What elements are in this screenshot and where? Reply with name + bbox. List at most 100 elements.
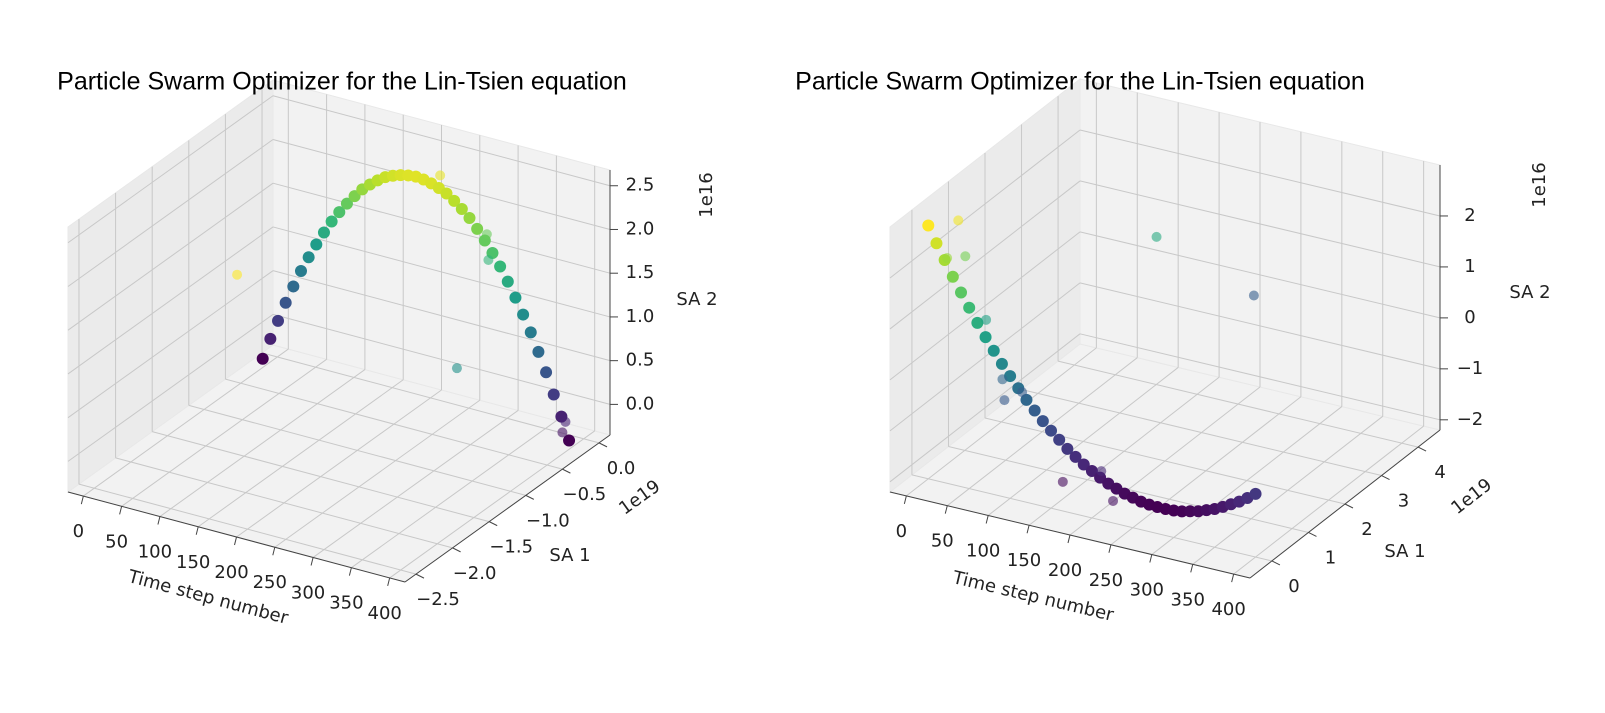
x-tick-label: 400 — [1211, 599, 1245, 620]
grid-line — [67, 313, 274, 462]
grid-line — [272, 95, 611, 187]
y-tick — [488, 521, 498, 527]
y-tick-label: 0.0 — [607, 458, 636, 479]
curve-point — [524, 326, 537, 339]
grid-line — [159, 369, 366, 517]
y-axis-line — [404, 434, 611, 583]
z-tick-label: 2 — [1464, 205, 1475, 226]
grid-line — [351, 420, 557, 569]
grid-line — [272, 226, 611, 318]
x-tick-label: 0 — [73, 521, 84, 542]
y-tick-label: −2.0 — [453, 563, 497, 584]
particle — [435, 170, 446, 181]
x-tick — [944, 505, 948, 514]
grid-line — [1079, 333, 1441, 421]
curve-point — [930, 237, 943, 250]
particle — [1096, 466, 1107, 477]
grid-line — [67, 270, 274, 419]
y-offset-text: 1e19 — [1447, 474, 1496, 518]
x-tick — [1190, 564, 1194, 573]
z-tick-label: −1 — [1457, 358, 1484, 379]
x-tick — [195, 526, 199, 535]
particle — [1057, 476, 1068, 487]
y-tick — [1308, 532, 1317, 537]
x-tick-label: 350 — [1171, 589, 1205, 610]
curve-point — [963, 301, 976, 314]
curve-point — [922, 219, 935, 232]
x-tick — [272, 547, 276, 556]
z-tick-label: 1.5 — [626, 262, 655, 283]
curve-point — [987, 344, 1000, 357]
y-offset-text: 1e19 — [615, 476, 664, 520]
grid-line — [197, 379, 404, 528]
y-axis-label: SA 1 — [1384, 541, 1425, 562]
x-tick-label: 50 — [931, 531, 954, 552]
y-tick-label: −0.5 — [563, 484, 607, 505]
grid-line — [889, 282, 1081, 432]
y-tick-label: 1 — [1325, 547, 1336, 568]
grid-line — [261, 352, 600, 444]
curve-point — [302, 251, 315, 264]
grid-line — [115, 457, 453, 549]
x-tick-label: 400 — [368, 603, 402, 624]
z-tick-label: 0.0 — [626, 393, 655, 414]
x-tick-label: 250 — [1089, 570, 1123, 591]
x-tick — [1231, 573, 1235, 583]
y-tick-label: −1.0 — [526, 510, 570, 531]
grid-line — [889, 129, 1081, 279]
curve-point — [463, 212, 476, 225]
x-tick — [1067, 534, 1071, 544]
particle — [997, 374, 1008, 385]
y-tick — [452, 547, 461, 553]
z-tick-label: 2.0 — [626, 218, 655, 239]
y-tick — [525, 494, 535, 500]
grid-line — [67, 95, 274, 244]
curve-point — [310, 238, 323, 251]
grid-line — [889, 231, 1081, 381]
grid-line — [67, 182, 274, 331]
particle — [483, 255, 494, 266]
x-tick — [310, 557, 314, 566]
curve-point — [1069, 450, 1082, 463]
curve-point — [1028, 404, 1041, 417]
grid-line — [911, 474, 1273, 562]
curve-point — [317, 226, 330, 239]
y-axis-label: SA 1 — [549, 545, 590, 566]
z-tick-label: 1 — [1464, 256, 1475, 277]
curve-point — [272, 314, 285, 327]
particle — [1108, 495, 1119, 506]
particle — [942, 253, 953, 264]
curve-point — [517, 308, 530, 321]
curve-point — [1053, 433, 1066, 446]
y-tick-label: −1.5 — [489, 537, 533, 558]
particle — [557, 427, 568, 438]
curve-point — [264, 332, 277, 345]
curve-point — [279, 296, 292, 309]
x-tick-label: 150 — [176, 552, 210, 573]
x-tick-label: 200 — [1048, 560, 1082, 581]
x-axis-line — [889, 491, 1251, 579]
grid-line — [121, 358, 327, 507]
y-tick-label: −2.5 — [416, 589, 460, 610]
y-tick-label: 3 — [1398, 491, 1409, 512]
curve-point — [333, 206, 346, 219]
grid-line — [1057, 360, 1419, 448]
x-tick — [348, 567, 352, 576]
grid-line — [236, 389, 442, 538]
x-tick-label: 250 — [253, 572, 287, 593]
curve-point — [979, 331, 992, 344]
z-axis-label: SA 2 — [1509, 282, 1550, 303]
z-tick-label: 0 — [1464, 307, 1475, 328]
grid-line — [1079, 129, 1441, 217]
x-tick — [80, 495, 84, 505]
grid-line — [272, 182, 611, 274]
curve-point — [509, 291, 522, 304]
grid-line — [889, 333, 1081, 483]
y-tick — [1344, 503, 1354, 509]
curve-point — [287, 280, 300, 293]
particle — [560, 416, 571, 427]
particle — [953, 215, 964, 226]
particle — [232, 269, 243, 280]
z-offset-text: 1e16 — [1529, 162, 1550, 207]
